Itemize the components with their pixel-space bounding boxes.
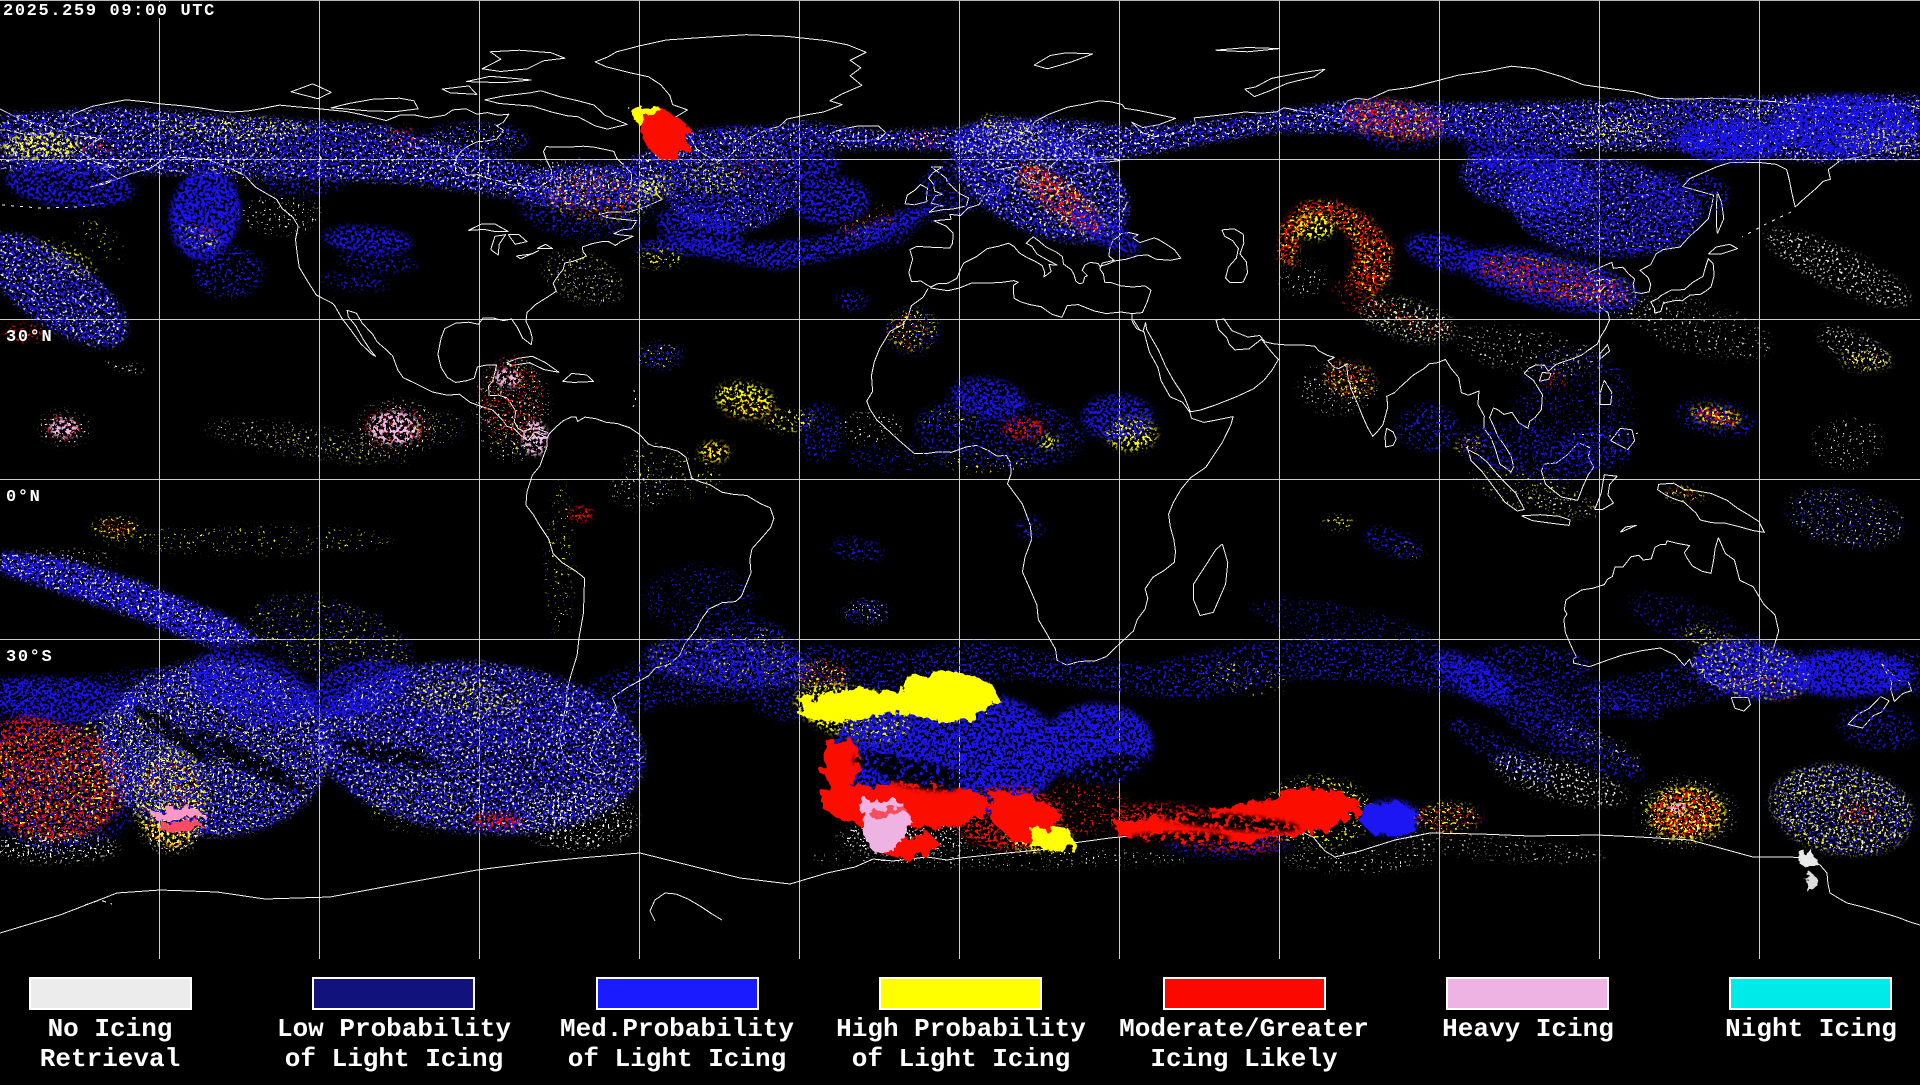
- svg-text:of Light Icing: of Light Icing: [568, 1044, 786, 1074]
- svg-text:0°N: 0°N: [6, 488, 42, 507]
- svg-text:30°S: 30°S: [6, 648, 53, 667]
- svg-text:of Light Icing: of Light Icing: [285, 1044, 503, 1074]
- svg-text:Icing Likely: Icing Likely: [1150, 1044, 1338, 1074]
- svg-text:Med.Probability: Med.Probability: [560, 1014, 794, 1044]
- svg-text:Moderate/Greater: Moderate/Greater: [1119, 1014, 1369, 1044]
- svg-text:30°N: 30°N: [6, 328, 53, 347]
- svg-text:of Light Icing: of Light Icing: [852, 1044, 1070, 1074]
- svg-text:High Probability: High Probability: [836, 1014, 1086, 1044]
- svg-text:Low Probability: Low Probability: [277, 1014, 511, 1044]
- svg-text:Heavy Icing: Heavy Icing: [1442, 1014, 1614, 1044]
- svg-text:Night Icing: Night Icing: [1725, 1014, 1897, 1044]
- svg-text:2025.259 09:00 UTC: 2025.259 09:00 UTC: [3, 2, 216, 21]
- svg-text:No Icing: No Icing: [48, 1014, 173, 1044]
- svg-text:Retrieval: Retrieval: [40, 1044, 180, 1074]
